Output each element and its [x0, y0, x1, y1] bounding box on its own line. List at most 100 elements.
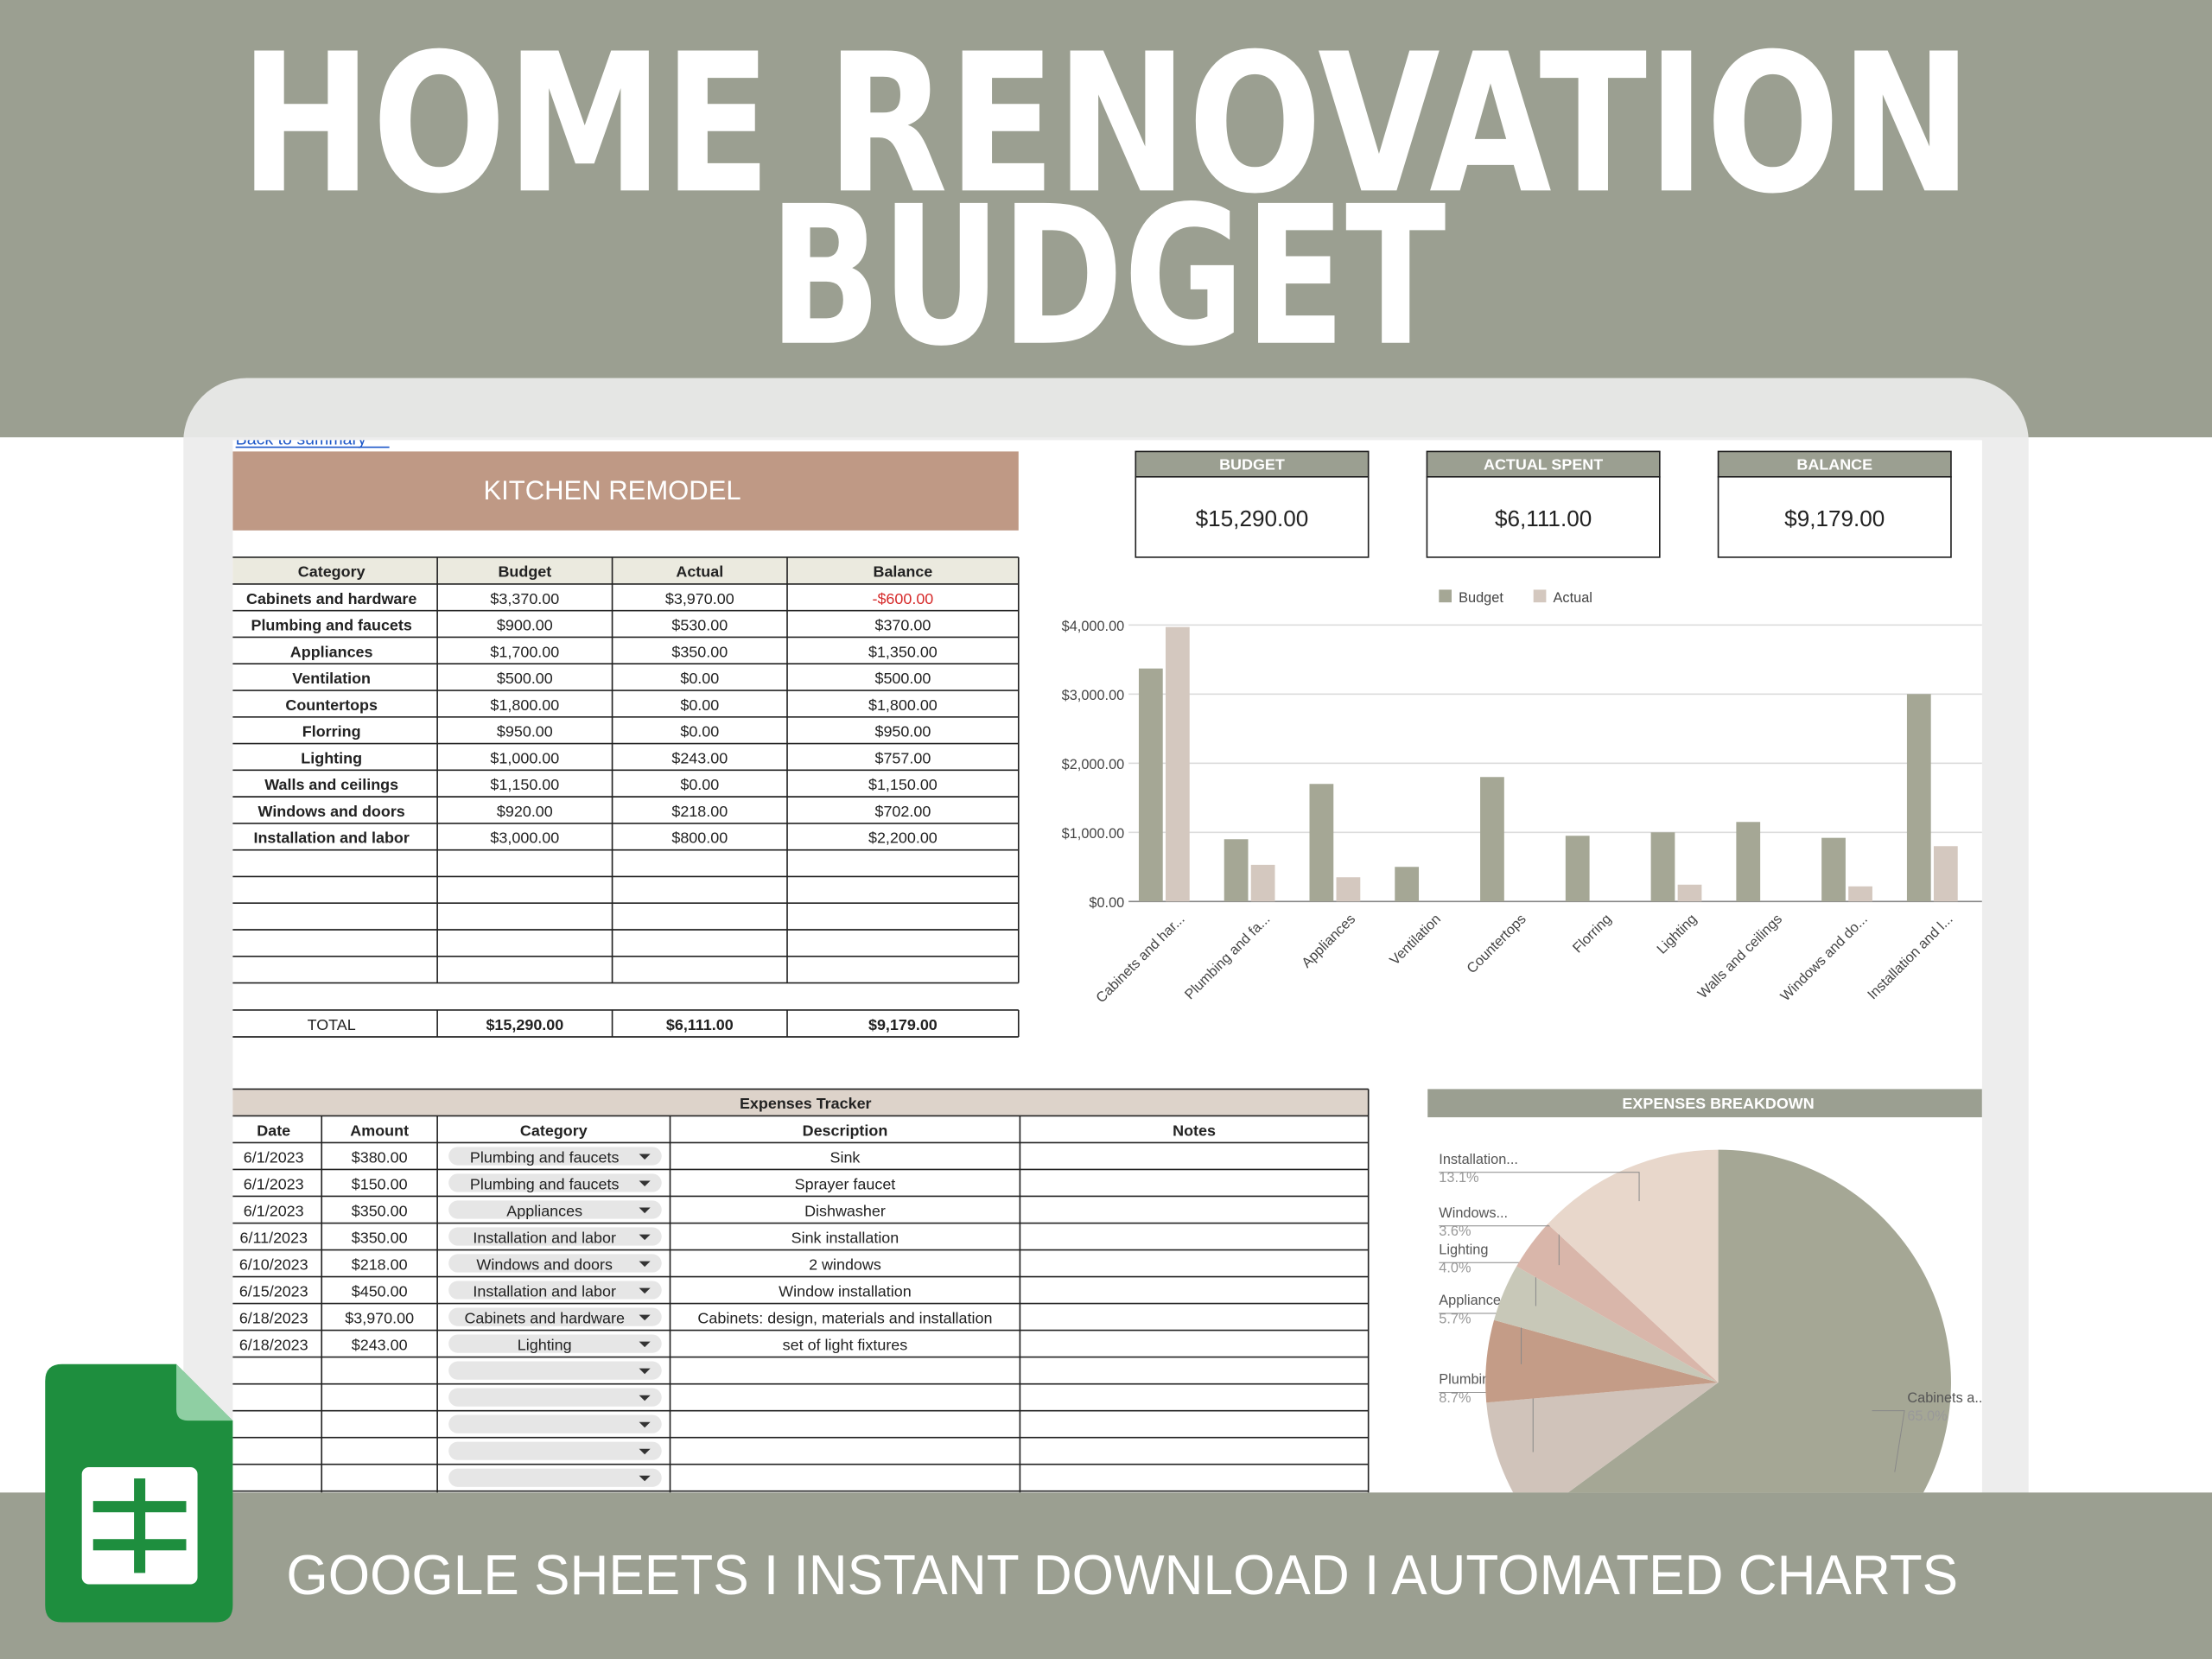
- bar: [1906, 694, 1931, 902]
- dropdown-chip: [448, 1254, 662, 1273]
- card-header: [1135, 450, 1370, 478]
- tracker-cell: 6/18/2023: [239, 1336, 308, 1353]
- money-cell: $3,000.00: [490, 830, 559, 847]
- tracker-cell: 6/15/2023: [239, 1282, 308, 1300]
- pie-slice: [1548, 1149, 1719, 1382]
- money-cell: $1,150.00: [868, 776, 938, 793]
- card-body: [1426, 476, 1661, 558]
- tracker-cell: Window installation: [779, 1282, 912, 1300]
- card-header: [1717, 450, 1952, 478]
- card-label: ACTUAL SPENT: [1484, 456, 1603, 474]
- pie-label: Windows...: [1439, 1205, 1508, 1221]
- bar: [1933, 846, 1958, 902]
- card-body: [1717, 476, 1952, 558]
- bar: [1565, 836, 1590, 902]
- money-cell: $1,800.00: [490, 696, 559, 714]
- column-header: Date: [257, 1122, 290, 1139]
- pie-slice: [1567, 1149, 1951, 1493]
- tracker-cell: Dishwasher: [804, 1202, 886, 1219]
- pie-label: Installation...: [1439, 1152, 1518, 1167]
- total-cell: $15,290.00: [486, 1016, 563, 1033]
- pie-value-label: 4.0%: [1439, 1261, 1471, 1276]
- dropdown-arrow: [639, 1261, 651, 1268]
- tracker-cell: Installation and labor: [473, 1229, 616, 1246]
- pie-slice: [1516, 1224, 1719, 1382]
- dropdown-chip: [448, 1281, 662, 1300]
- category-cell: Countertops: [285, 696, 378, 714]
- tracker-cell: $450.00: [352, 1282, 408, 1300]
- money-cell: $0.00: [680, 696, 719, 714]
- dropdown-chip: [448, 1147, 662, 1166]
- card-value: $15,290.00: [1196, 505, 1309, 531]
- dropdown-chip: [448, 1388, 662, 1407]
- money-cell: $350.00: [671, 643, 728, 660]
- category-cell: Windows and doors: [258, 803, 405, 820]
- sheets-icon-divider: [92, 1539, 187, 1551]
- bar: [1650, 832, 1675, 902]
- category-cell: Installation and labor: [253, 830, 409, 847]
- money-cell: $0.00: [680, 723, 719, 741]
- bar: [1395, 867, 1420, 902]
- leader-line: [1872, 1410, 1905, 1472]
- tracker-cell: Sink installation: [791, 1229, 899, 1246]
- y-tick-label: $0.00: [1089, 895, 1124, 911]
- money-cell: $243.00: [671, 749, 728, 766]
- legend-label: Budget: [1459, 590, 1503, 606]
- column-header: Amount: [350, 1122, 409, 1139]
- tracker-cell: 6/11/2023: [240, 1229, 308, 1246]
- pie-label: Cabinets a...: [1907, 1390, 1986, 1406]
- tracker-cell: Installation and labor: [473, 1282, 616, 1300]
- tracker-cell: 6/1/2023: [244, 1148, 304, 1166]
- category-cell: Lighting: [301, 749, 362, 766]
- tracker-cell: 6/1/2023: [244, 1175, 304, 1192]
- tracker-cell: Sink: [830, 1148, 861, 1166]
- pie-slice: [1494, 1266, 1719, 1382]
- bar: [1138, 668, 1163, 902]
- bar: [1736, 822, 1761, 902]
- category-cell: Florring: [302, 723, 361, 741]
- dropdown-chip: [448, 1307, 662, 1326]
- money-cell: $757.00: [874, 749, 931, 766]
- bar: [1336, 877, 1361, 902]
- dropdown-arrow: [639, 1448, 651, 1455]
- card-body: [1135, 476, 1370, 558]
- money-cell: $950.00: [497, 723, 553, 741]
- dropdown-arrow: [639, 1395, 651, 1402]
- dropdown-arrow: [639, 1475, 651, 1482]
- money-cell: $1,150.00: [490, 776, 559, 793]
- tracker-cell: $350.00: [352, 1202, 408, 1219]
- money-cell: $530.00: [671, 617, 728, 634]
- category-cell: Cabinets and hardware: [246, 590, 416, 607]
- category-cell: Ventilation: [292, 670, 371, 687]
- column-header: Description: [803, 1122, 888, 1139]
- bar: [1224, 839, 1249, 902]
- column-header: Actual: [676, 563, 723, 581]
- leader-line: [1439, 1172, 1640, 1202]
- bar: [1821, 837, 1846, 902]
- money-cell: $950.00: [874, 723, 931, 741]
- tracker-cell: 6/18/2023: [239, 1309, 308, 1326]
- tracker-cell: $380.00: [352, 1148, 408, 1166]
- total-cell: $6,111.00: [666, 1016, 734, 1033]
- y-tick-label: $3,000.00: [1062, 688, 1125, 703]
- pie-value-label: 5.7%: [1439, 1311, 1471, 1326]
- total-cell: TOTAL: [308, 1016, 356, 1033]
- money-cell: -$600.00: [872, 590, 933, 607]
- dropdown-arrow: [639, 1421, 651, 1428]
- pie-title: EXPENSES BREAKDOWN: [1622, 1095, 1814, 1112]
- sheet-title: KITCHEN REMODEL: [484, 475, 741, 505]
- pie-value-label: 13.1%: [1439, 1170, 1478, 1185]
- dropdown-arrow: [639, 1287, 651, 1294]
- category-cell: Plumbing and faucets: [251, 617, 411, 634]
- money-cell: $500.00: [497, 670, 553, 687]
- money-cell: $3,370.00: [490, 590, 559, 607]
- bar: [1480, 777, 1504, 902]
- bar: [1250, 864, 1275, 902]
- tracker-cell: Plumbing and faucets: [470, 1175, 620, 1192]
- column-header: Category: [520, 1122, 588, 1139]
- card-value: $6,111.00: [1495, 505, 1592, 531]
- tracker-title-bg: [232, 1089, 1369, 1116]
- pie-value-label: 65.0%: [1907, 1408, 1947, 1424]
- dropdown-arrow: [639, 1314, 651, 1321]
- money-cell: $2,200.00: [868, 830, 938, 847]
